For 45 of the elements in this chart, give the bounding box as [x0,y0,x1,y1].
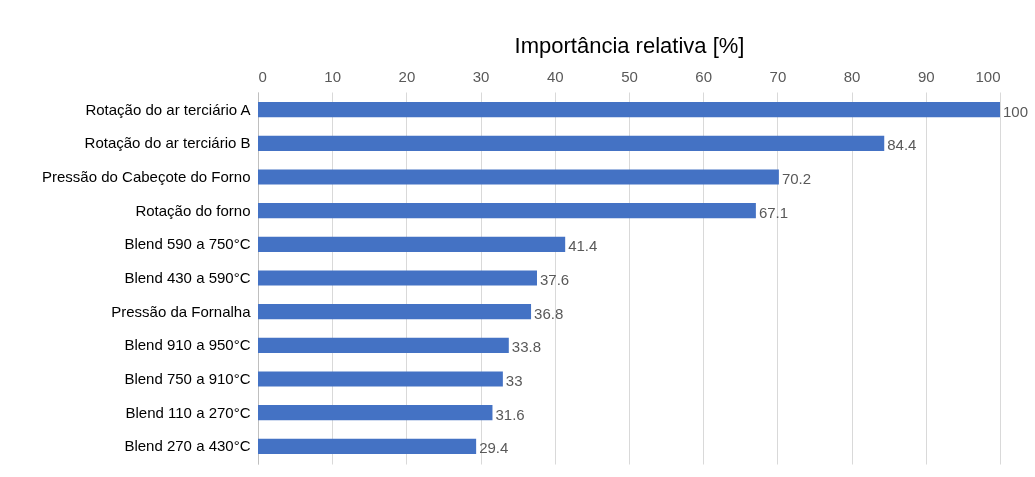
data-label: 41.4 [568,237,598,255]
x-tick-label: 0 [258,67,267,85]
bar [258,304,532,320]
bar [258,203,756,219]
bar [258,337,509,353]
y-tick-label: Blend 750 a 910°C [124,370,251,387]
y-tick-label: Pressão da Fornalha [111,302,252,320]
data-label: 31.6 [495,405,525,423]
y-tick-label: Blend 270 a 430°C [124,437,251,455]
y-tick-label: Blend 430 a 590°C [124,269,251,286]
y-tick-label: Rotação do ar terciário A [85,100,251,118]
data-label: 100 [1003,102,1029,120]
x-tick-label: 80 [843,67,861,85]
data-label: 36.8 [534,304,564,322]
y-tick-label: Rotação do forno [135,201,251,219]
data-label: 29.4 [479,439,509,457]
y-tick-label: Blend 910 a 950°C [124,336,251,354]
y-tick-label: Rotação do ar terciário B [84,134,251,152]
y-tick-label: Blend 590 a 750°C [124,235,251,253]
data-label: 67.1 [758,203,789,221]
y-tick-label: Blend 110 a 270°C [125,403,251,421]
x-tick-label: 10 [324,67,342,85]
data-label: 33 [505,372,523,389]
data-label: 33.8 [511,338,541,356]
bar [258,270,537,286]
x-tick-label: 50 [621,67,638,85]
bar [258,405,493,421]
bar [258,371,503,387]
data-label: 84.4 [887,136,917,154]
x-tick-label: 40 [546,67,564,85]
bar [258,236,566,252]
y-tick-label: Pressão do Cabeçote do Forno [42,168,251,185]
x-tick-label: 100 [975,67,1001,85]
x-tick-label: 20 [398,67,416,85]
x-tick-label: 60 [695,67,713,85]
x-tick-label: 70 [769,67,787,85]
bar [258,102,1000,118]
bar [258,169,779,185]
bar [258,438,477,454]
x-tick-label: 30 [472,67,490,85]
bar [258,135,885,151]
x-axis-title: Importância relativa [%] [514,32,745,58]
data-label: 37.6 [539,271,570,288]
data-label: 70.2 [781,170,812,187]
x-tick-label: 90 [917,67,935,85]
